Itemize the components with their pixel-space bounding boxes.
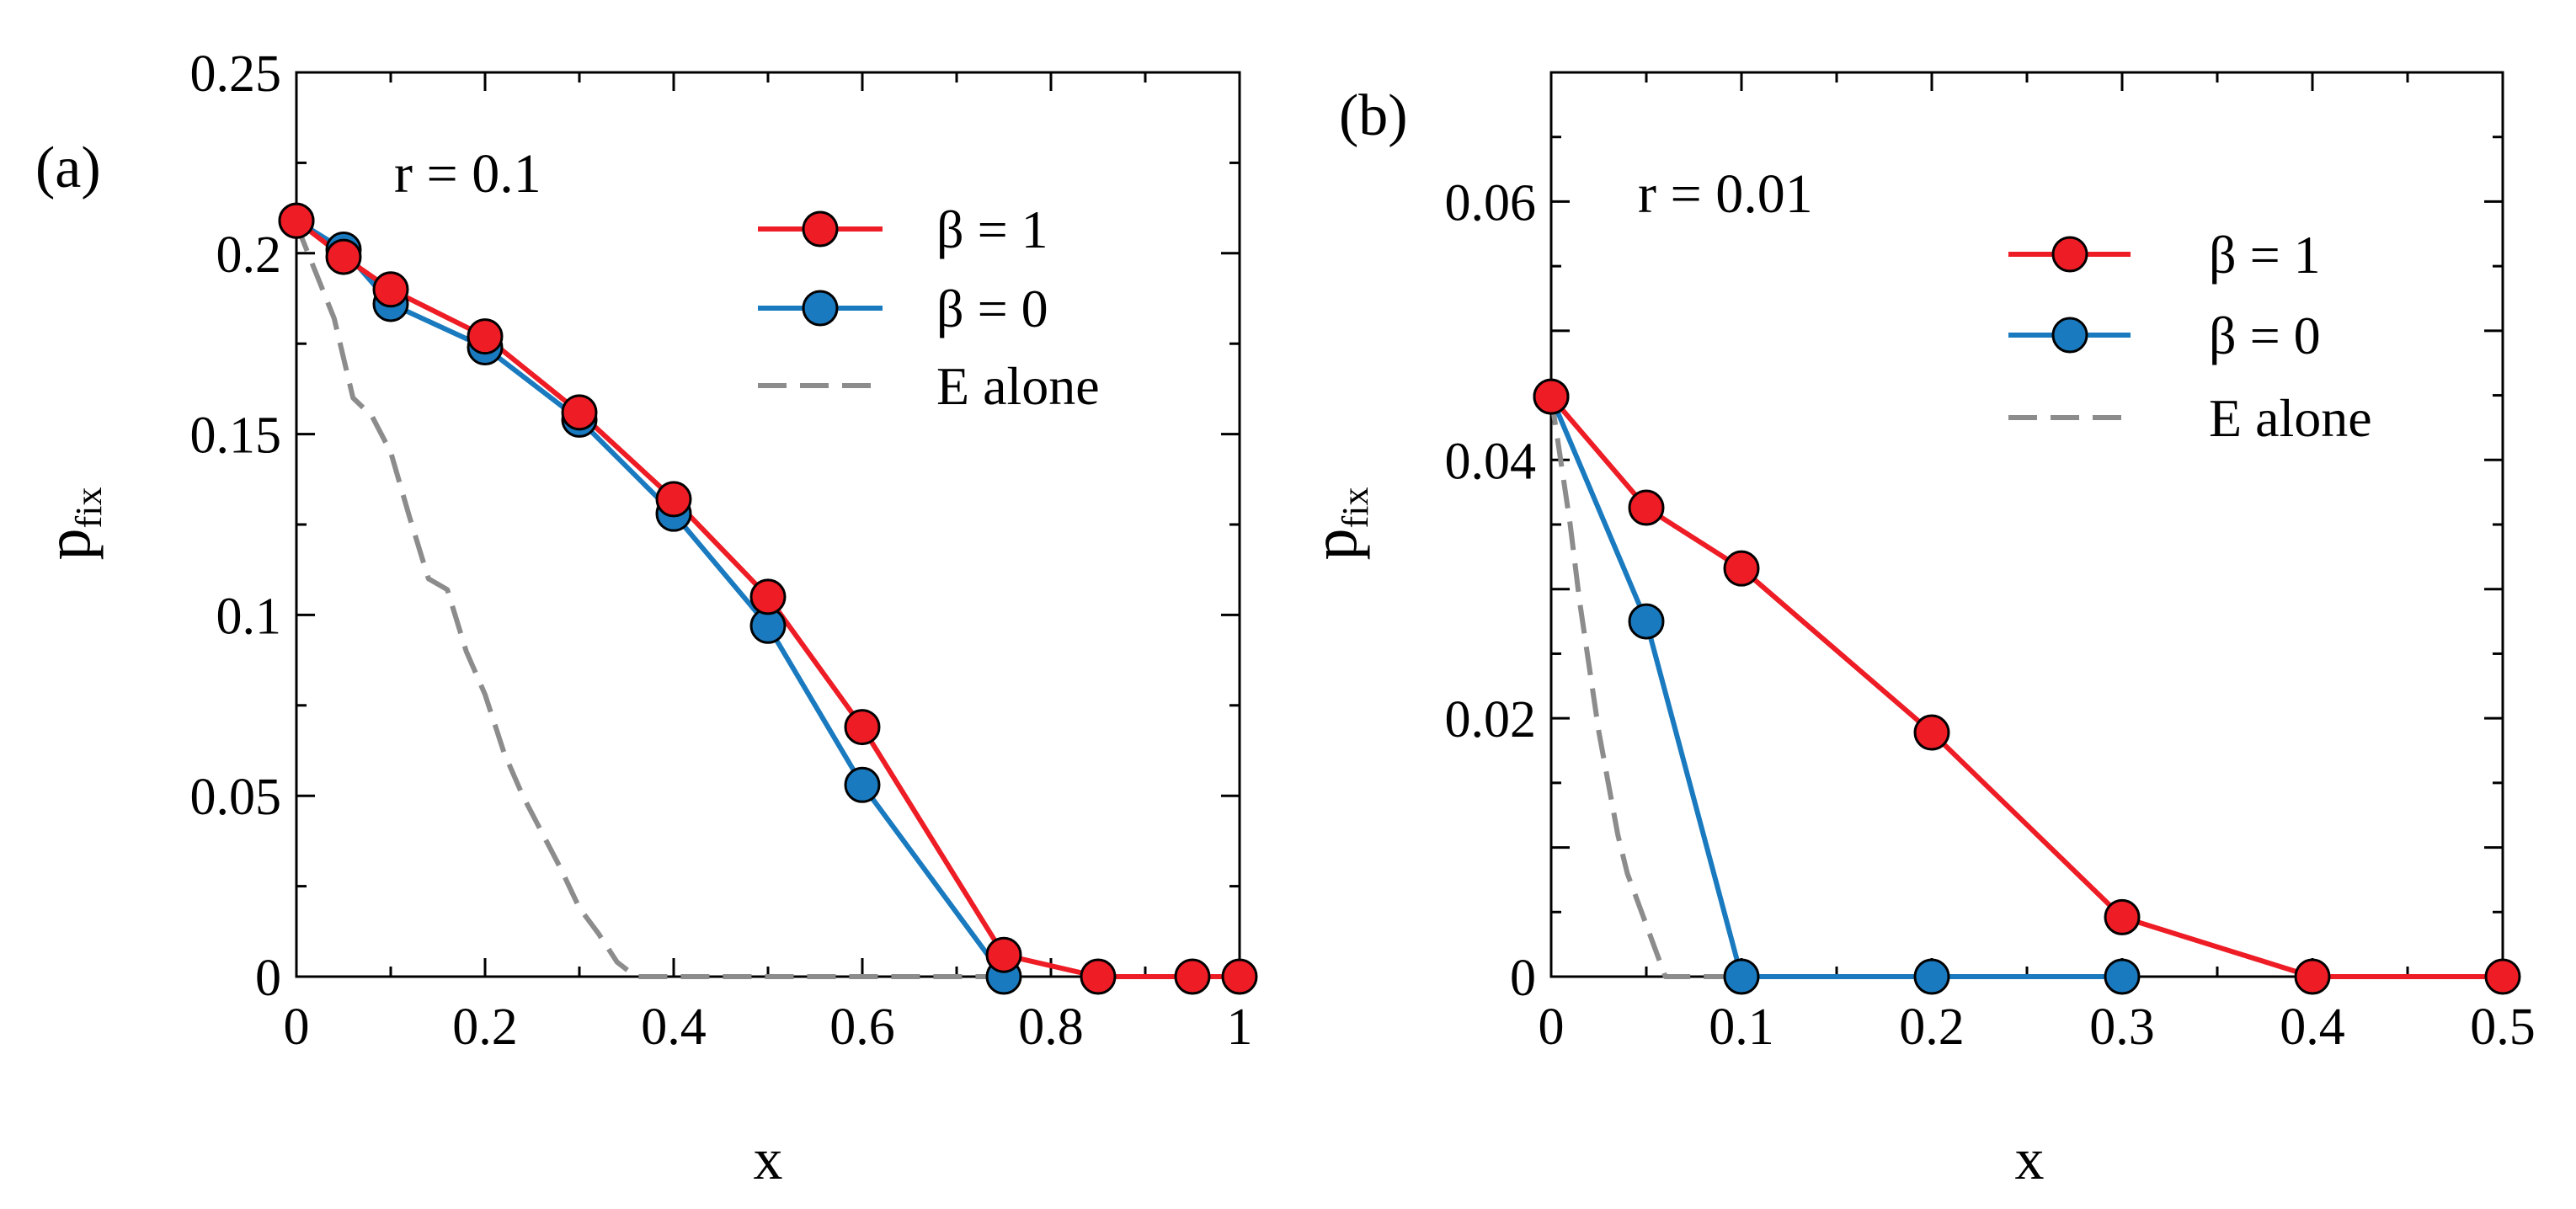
a-series-beta1-point — [1221, 958, 1258, 995]
b-series-e-alone-line — [1549, 396, 2122, 979]
a-legend-entry-marker — [802, 210, 839, 248]
a-legend-entry-marker — [802, 290, 839, 327]
a-legend-entry-label: E alone — [936, 356, 1100, 416]
b-series-beta1-point — [1533, 378, 1570, 415]
b-series-beta1-point — [2104, 898, 2141, 935]
b-series-beta0-line — [1549, 395, 2122, 979]
a-y-tick-label: 0 — [255, 950, 281, 1007]
b-series-beta1-point — [2294, 958, 2331, 995]
b-x-tick-label: 0.5 — [2470, 999, 2536, 1056]
a-annotation: r = 0.1 — [394, 143, 541, 205]
a-series-beta1-point — [1174, 958, 1211, 995]
b-legend-entry-label: β = 0 — [2209, 306, 2321, 365]
a-series-beta0-line — [295, 218, 1006, 978]
b-x-tick-label: 0.2 — [1899, 999, 1965, 1056]
b-legend-entry-label: β = 1 — [2209, 225, 2321, 285]
b-legend-entry-label: E alone — [2209, 388, 2372, 448]
panel-a: 0 0.2 0.4 0.6 0.8 1 0 0.05 0.1 0.15 0.2 0.25 (a) r = … — [33, 45, 1258, 1192]
b-series-beta0-point — [2104, 958, 2141, 995]
a-legend: β = 1 β = 0 E alone — [758, 200, 1100, 416]
a-x-tick-label: 0.8 — [1018, 999, 1084, 1056]
b-annotation: r = 0.01 — [1638, 163, 1813, 225]
a-x-tick-label: 1 — [1227, 999, 1253, 1056]
a-series-beta1-point — [1080, 958, 1117, 995]
a-series-beta1-point — [655, 481, 692, 518]
a-series-beta0-point — [844, 766, 881, 803]
a-y-tick-label: 0.2 — [216, 226, 282, 284]
a-y-axis-label: pfix — [33, 487, 109, 561]
b-x-tick-label: 0 — [1539, 999, 1565, 1056]
b-series-beta1-point — [1913, 714, 1950, 751]
a-panel-label: (a) — [35, 136, 101, 200]
a-x-axis-label: x — [754, 1127, 783, 1192]
a-x-tick-label: 0 — [284, 999, 310, 1056]
a-series-beta1-point — [749, 578, 787, 615]
a-y-axis-label-sub: fix — [68, 487, 109, 529]
b-x-axis-label: x — [2015, 1127, 2045, 1192]
b-series-beta1-line — [1549, 395, 2503, 979]
panel-b: 0 0.1 0.2 0.3 0.4 0.5 0 0.02 0.04 0.06 (b) r = 0.01… — [1299, 71, 2536, 1192]
a-y-tick-label: 0.25 — [190, 45, 282, 103]
a-series-beta1-point — [844, 709, 881, 746]
a-series-beta1-point — [278, 202, 315, 239]
b-panel-label: (b) — [1339, 83, 1408, 148]
b-y-tick-label: 0.02 — [1445, 691, 1537, 748]
b-y-axis-label-sub: fix — [1335, 487, 1376, 529]
a-x-tick-label: 0.4 — [641, 999, 707, 1056]
a-series-beta1-point — [372, 271, 409, 308]
a-series-beta1-point — [561, 394, 598, 431]
a-x-tick-label: 0.6 — [829, 999, 895, 1056]
a-y-tick-label: 0.15 — [190, 407, 282, 465]
a-y-tick-label: 0.05 — [190, 769, 282, 826]
b-x-tick-label: 0.4 — [2280, 999, 2345, 1056]
b-legend-entry-marker — [2051, 236, 2088, 273]
b-y-tick-label: 0.04 — [1445, 433, 1537, 490]
a-x-tick-label: 0.2 — [452, 999, 518, 1056]
a-y-tick-label: 0.1 — [216, 588, 282, 645]
b-y-tick-label: 0 — [1510, 950, 1536, 1007]
b-series-beta0-point — [1723, 958, 1760, 995]
b-series-beta1-point — [2484, 958, 2521, 995]
b-series-beta0-point — [1628, 603, 1665, 640]
a-legend-entry-label: β = 0 — [936, 279, 1048, 338]
a-y-axis-label-main: p — [33, 528, 104, 560]
a-series-beta1-point — [985, 936, 1022, 973]
b-y-tick-label: 0.06 — [1445, 174, 1537, 232]
b-series-beta1-point — [1723, 550, 1760, 587]
a-series-beta1-point — [467, 318, 504, 355]
a-plot-frame — [295, 71, 1241, 978]
b-series-beta1-point — [1628, 489, 1665, 526]
b-x-tick-label: 0.3 — [2089, 999, 2155, 1056]
b-legend: β = 1 β = 0 E alone — [2008, 225, 2372, 448]
b-y-axis-label: pfix — [1299, 487, 1376, 561]
b-x-tick-label: 0.1 — [1709, 999, 1774, 1056]
b-series-beta0-point — [1913, 958, 1950, 995]
a-legend-entry-label: β = 1 — [936, 200, 1048, 259]
b-y-axis-label-main: p — [1299, 528, 1370, 560]
a-series-beta1-point — [325, 238, 362, 275]
a-series-e-alone-line — [294, 223, 1004, 979]
b-legend-entry-marker — [2051, 317, 2088, 354]
